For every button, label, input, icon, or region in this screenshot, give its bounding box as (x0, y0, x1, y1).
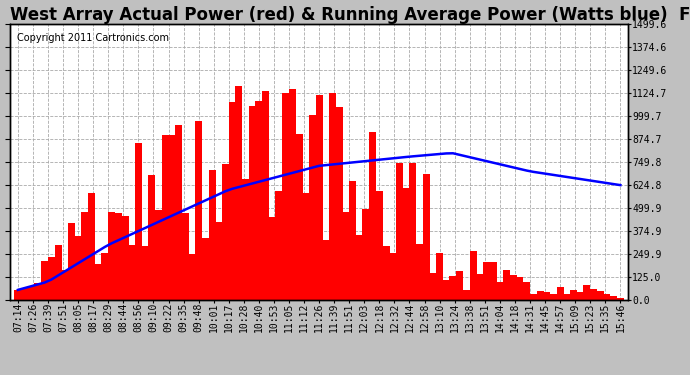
Bar (115, 213, 122, 300)
Bar (195, 121, 202, 300)
Bar (222, 164, 229, 300)
Bar (530, 294, 537, 300)
Bar (349, 182, 356, 300)
Bar (135, 142, 142, 300)
Bar (181, 213, 189, 300)
Bar (503, 270, 510, 300)
Bar (14, 290, 21, 300)
Bar (449, 276, 457, 300)
Bar (21, 288, 28, 300)
Bar (289, 89, 296, 300)
Bar (201, 238, 209, 300)
Bar (583, 285, 591, 300)
Bar (55, 246, 61, 300)
Bar (95, 264, 101, 300)
Bar (423, 174, 430, 300)
Bar (68, 223, 75, 300)
Bar (516, 278, 524, 300)
Bar (356, 235, 363, 300)
Bar (282, 93, 289, 300)
Bar (148, 175, 155, 300)
Bar (456, 271, 463, 300)
Bar (463, 290, 470, 300)
Bar (443, 280, 450, 300)
Bar (128, 245, 135, 300)
Bar (34, 284, 41, 300)
Bar (470, 251, 477, 300)
Bar (235, 87, 242, 300)
Bar (48, 256, 55, 300)
Bar (248, 106, 256, 300)
Bar (88, 193, 95, 300)
Bar (496, 282, 504, 300)
Bar (369, 132, 376, 300)
Bar (342, 212, 349, 300)
Bar (295, 134, 302, 300)
Bar (61, 270, 68, 300)
Bar (523, 282, 530, 300)
Bar (208, 170, 215, 300)
Text: West Array Actual Power (red) & Running Average Power (Watts blue)  Fri Nov 25 1: West Array Actual Power (red) & Running … (10, 6, 690, 24)
Bar (409, 164, 416, 300)
Bar (315, 95, 323, 300)
Bar (28, 286, 34, 300)
Bar (161, 135, 168, 300)
Bar (550, 294, 557, 300)
Bar (570, 290, 577, 300)
Bar (396, 163, 403, 300)
Bar (577, 292, 584, 300)
Bar (537, 291, 544, 300)
Bar (228, 102, 235, 300)
Bar (617, 298, 624, 300)
Bar (382, 246, 390, 300)
Bar (302, 194, 309, 300)
Bar (101, 254, 108, 300)
Bar (141, 246, 148, 300)
Bar (309, 115, 316, 300)
Bar (403, 188, 410, 300)
Bar (242, 179, 249, 300)
Bar (476, 274, 483, 300)
Bar (362, 210, 370, 300)
Bar (510, 276, 517, 300)
Bar (490, 262, 497, 300)
Bar (41, 261, 48, 300)
Bar (436, 252, 443, 300)
Bar (121, 216, 128, 300)
Bar (376, 191, 383, 300)
Bar (262, 91, 269, 300)
Bar (81, 212, 88, 300)
Bar (563, 294, 571, 300)
Bar (329, 93, 336, 300)
Bar (275, 191, 282, 300)
Bar (389, 253, 396, 300)
Bar (597, 291, 604, 300)
Bar (483, 262, 490, 300)
Bar (75, 236, 81, 300)
Bar (175, 126, 182, 300)
Bar (268, 217, 276, 300)
Bar (543, 292, 550, 300)
Bar (188, 254, 195, 300)
Bar (590, 289, 597, 300)
Bar (557, 287, 564, 300)
Bar (429, 273, 437, 300)
Bar (155, 210, 162, 300)
Bar (215, 222, 222, 300)
Bar (604, 294, 611, 300)
Bar (416, 244, 423, 300)
Bar (610, 296, 617, 300)
Bar (255, 100, 262, 300)
Bar (336, 107, 343, 300)
Text: Copyright 2011 Cartronics.com: Copyright 2011 Cartronics.com (17, 33, 168, 43)
Bar (108, 212, 115, 300)
Bar (322, 240, 329, 300)
Bar (168, 135, 175, 300)
